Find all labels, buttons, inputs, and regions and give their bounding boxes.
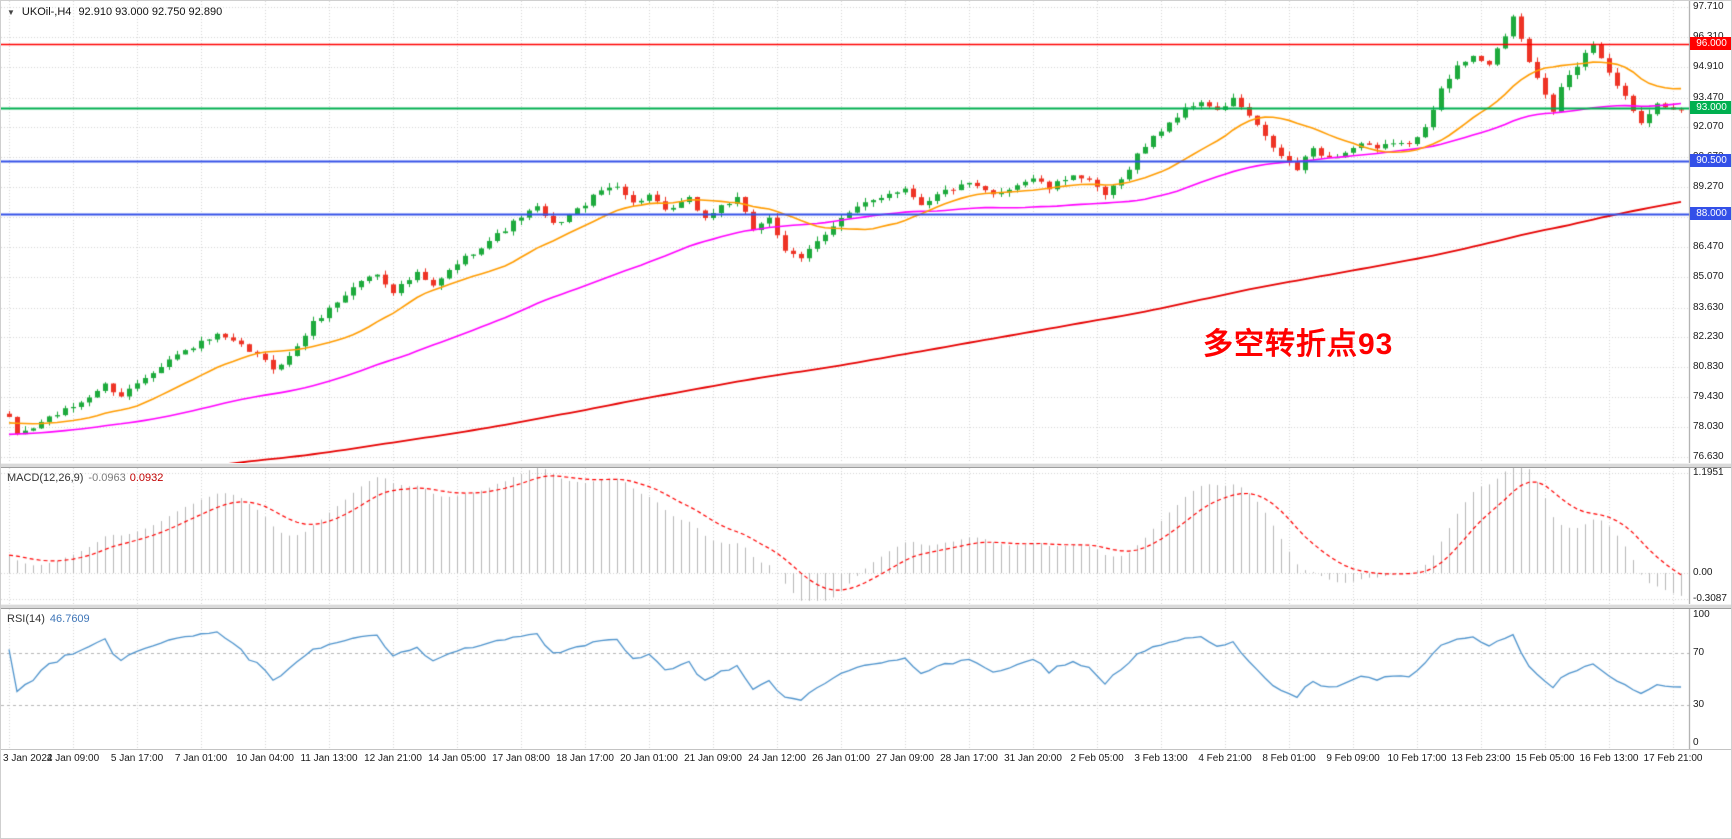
price-line-badge: 90.500 (1690, 154, 1731, 167)
macd-main-value: -0.0963 (88, 472, 126, 484)
time-tick-label: 4 Feb 21:00 (1198, 753, 1252, 764)
time-axis[interactable] (1, 749, 1731, 838)
price-tick-label: 96.310 (1693, 31, 1724, 42)
price-tick-label: 79.430 (1693, 391, 1724, 402)
price-tick-label: 76.630 (1693, 451, 1724, 462)
time-tick-label: 17 Feb 21:00 (1643, 753, 1703, 764)
time-tick-label: 3 Jan 2022 (3, 753, 53, 764)
macd-name: MACD(12,26,9) (7, 472, 84, 484)
candlestick-chart-canvas[interactable] (1, 1, 1731, 463)
rsi-tick-label: 30 (1693, 699, 1705, 710)
price-line-badge: 93.000 (1690, 101, 1731, 114)
rsi-value: 46.7609 (49, 613, 90, 625)
price-tick-label: 93.470 (1693, 92, 1724, 103)
time-tick-label: 2 Feb 05:00 (1070, 753, 1124, 764)
price-tick-label: 80.830 (1693, 361, 1724, 372)
price-line-badge: 96.000 (1690, 37, 1731, 50)
rsi-name: RSI(14) (7, 613, 45, 625)
macd-indicator-label: MACD(12,26,9) -0.0963 0.0932 (7, 472, 163, 484)
macd-tick-label: 0.00 (1693, 567, 1713, 578)
macd-signal-value: 0.0932 (129, 472, 164, 484)
time-tick-label: 31 Jan 20:00 (1004, 753, 1062, 764)
price-tick-label: 83.630 (1693, 302, 1724, 313)
price-tick-label: 92.070 (1693, 121, 1724, 132)
price-tick-label: 94.910 (1693, 61, 1724, 72)
time-tick-label: 4 Jan 09:00 (46, 753, 100, 764)
time-tick-label: 11 Jan 13:00 (300, 753, 358, 764)
time-tick-label: 18 Jan 17:00 (556, 753, 614, 764)
macd-panel-canvas[interactable] (1, 468, 1731, 604)
time-tick-label: 21 Jan 09:00 (684, 753, 742, 764)
time-tick-label: 28 Jan 17:00 (940, 753, 998, 764)
time-tick-label: 17 Jan 08:00 (492, 753, 550, 764)
rsi-panel-canvas[interactable] (1, 609, 1731, 749)
rsi-tick-label: 0 (1693, 737, 1699, 748)
time-tick-label: 15 Feb 05:00 (1515, 753, 1575, 764)
time-tick-label: 12 Jan 21:00 (364, 753, 422, 764)
ohlc-values: 92.910 93.000 92.750 92.890 (78, 6, 223, 18)
chart-annotation-text[interactable]: 多空转折点93 (1203, 328, 1394, 361)
time-tick-label: 3 Feb 13:00 (1134, 753, 1188, 764)
symbol-period-label: UKOil-,H4 (21, 6, 72, 18)
time-tick-label: 8 Feb 01:00 (1262, 753, 1316, 764)
rsi-tick-label: 70 (1693, 647, 1705, 658)
price-tick-label: 89.270 (1693, 181, 1724, 192)
price-tick-label: 78.030 (1693, 421, 1724, 432)
time-tick-label: 20 Jan 01:00 (620, 753, 678, 764)
time-tick-label: 24 Jan 12:00 (748, 753, 806, 764)
chart-dropdown-icon[interactable]: ▼ (7, 7, 15, 17)
time-tick-label: 9 Feb 09:00 (1326, 753, 1380, 764)
price-line-badge: 88.000 (1690, 207, 1731, 220)
time-tick-label: 26 Jan 01:00 (812, 753, 870, 764)
chart-title: ▼ UKOil-,H4 92.910 93.000 92.750 92.890 (7, 6, 222, 18)
time-tick-label: 10 Jan 04:00 (236, 753, 294, 764)
panel-separator[interactable] (1, 604, 1731, 609)
macd-tick-label: 1.1951 (1693, 467, 1724, 478)
time-tick-label: 5 Jan 17:00 (110, 753, 164, 764)
macd-tick-label: -0.3087 (1693, 593, 1727, 604)
price-tick-label: 85.070 (1693, 271, 1724, 282)
time-tick-label: 10 Feb 17:00 (1387, 753, 1447, 764)
time-tick-label: 16 Feb 13:00 (1579, 753, 1639, 764)
rsi-tick-label: 100 (1693, 609, 1710, 620)
time-tick-label: 27 Jan 09:00 (876, 753, 934, 764)
price-tick-label: 97.710 (1693, 1, 1724, 12)
time-tick-label: 14 Jan 05:00 (428, 753, 486, 764)
price-tick-label: 82.230 (1693, 331, 1724, 342)
time-tick-label: 13 Feb 23:00 (1451, 753, 1511, 764)
time-tick-label: 7 Jan 01:00 (174, 753, 228, 764)
rsi-indicator-label: RSI(14) 46.7609 (7, 613, 90, 625)
panel-separator[interactable] (1, 463, 1731, 468)
price-tick-label: 86.470 (1693, 241, 1724, 252)
